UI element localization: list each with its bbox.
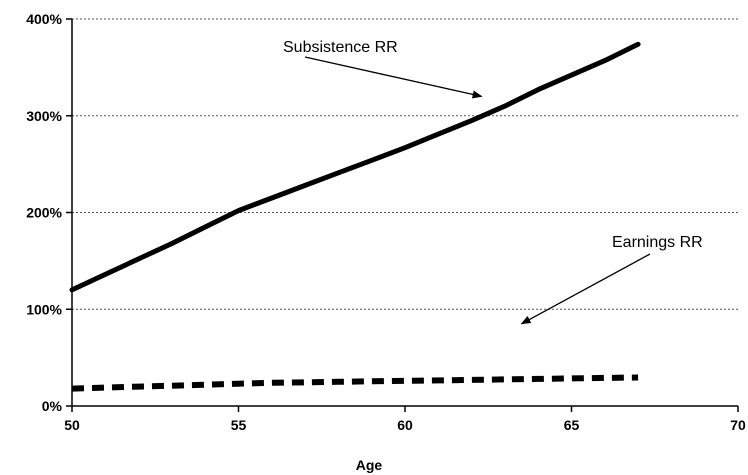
subsistence-rr-annotation-arrow (304, 56, 483, 99)
earnings-rr-annotation-arrow (520, 253, 651, 325)
y-tick-label: 0% (42, 398, 63, 414)
earnings-rr-annotation-label: Earnings RR (612, 234, 703, 251)
x-tick-label: 60 (397, 417, 413, 433)
y-tick-label: 100% (26, 301, 62, 317)
x-tick-label: 70 (730, 417, 746, 433)
x-tick-label: 65 (564, 417, 580, 433)
annotations: Subsistence RR Earnings RR (283, 39, 703, 325)
x-axis-title: Age (356, 457, 383, 473)
y-tick-label: 400% (26, 11, 62, 27)
y-tick-label: 300% (26, 108, 62, 124)
x-tick-label: 55 (231, 417, 247, 433)
series-layer (69, 41, 641, 392)
x-tick-label: 50 (64, 417, 80, 433)
axes: 0% 100% 200% 300% 400% 50 55 60 65 70 Age (26, 11, 746, 473)
y-gridlines (72, 18, 738, 310)
subsistence-rr-annotation-label: Subsistence RR (283, 39, 398, 56)
earnings-rr-line (71, 374, 639, 392)
subsistence-rr-line (69, 41, 641, 293)
y-tick-label: 200% (26, 205, 62, 221)
